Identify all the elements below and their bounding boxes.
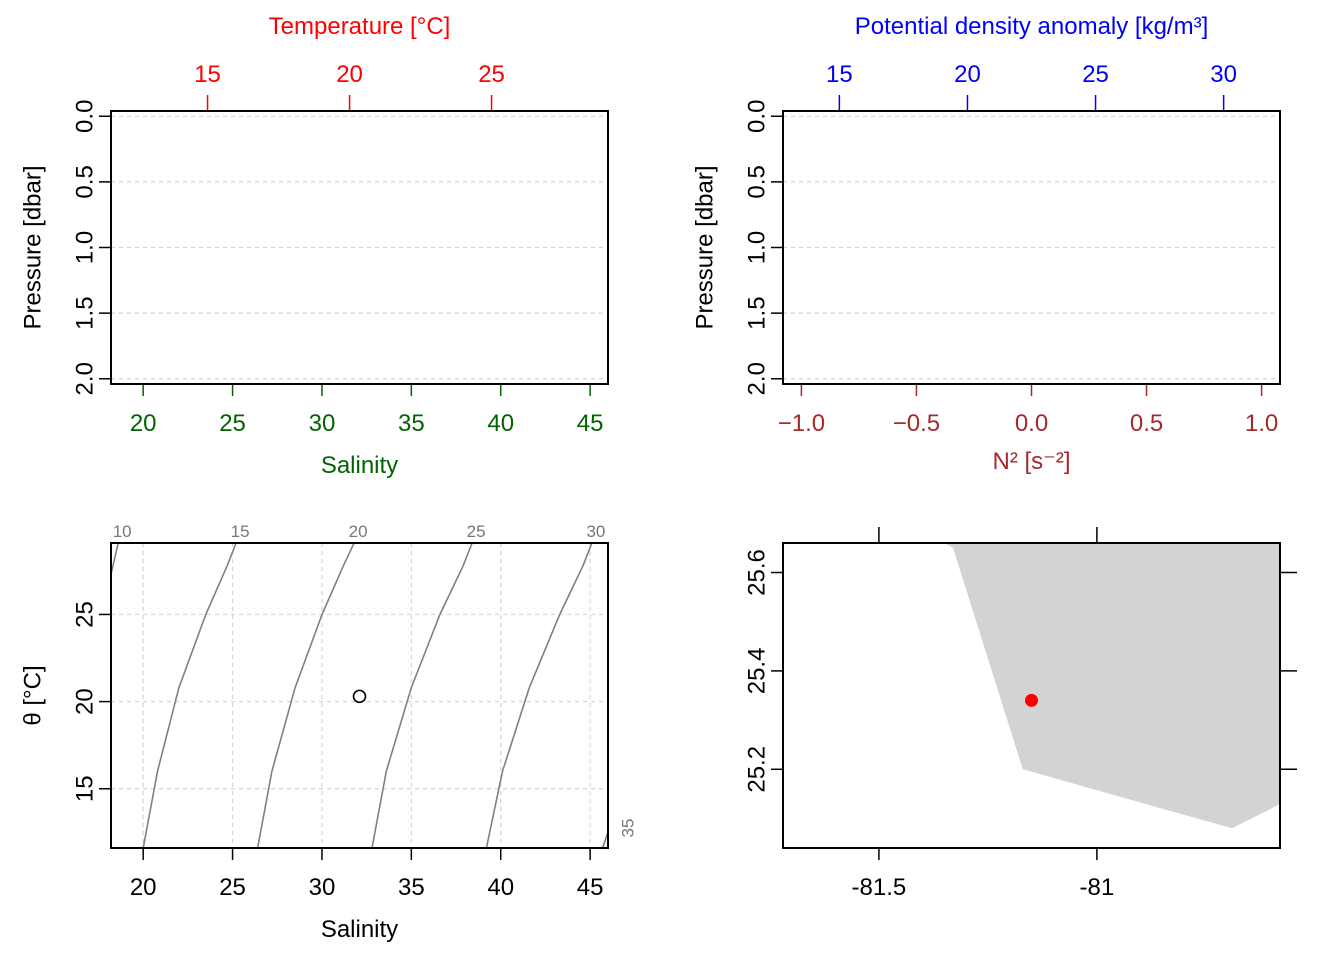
ts-x-title: Salinity	[321, 916, 398, 943]
panel1-temperature-title: Temperature [°C]	[269, 13, 451, 40]
ts-y-tick-label: 15	[72, 775, 99, 802]
panel2-density-tick-label: 30	[1210, 61, 1237, 88]
panel1-y-tick-label: 2.0	[72, 362, 99, 395]
panel2-y-tick-label: 1.5	[744, 296, 771, 329]
map-y-tick-label: 25.2	[744, 746, 771, 793]
panel2-y-title: Pressure [dbar]	[692, 165, 719, 329]
panel2-y-tick-label: 1.0	[744, 231, 771, 264]
panel1-y-tick-label: 0.5	[72, 165, 99, 198]
ts-x-tick-label: 30	[309, 874, 336, 901]
ts-isopycnal-label: 35	[619, 819, 638, 838]
ts-isopycnal-label: 30	[586, 522, 605, 541]
panel2-n2-title: N² [s⁻²]	[993, 448, 1071, 475]
panel2-y-tick-label: 0.0	[744, 100, 771, 133]
panel2-y-tick-label: 2.0	[744, 362, 771, 395]
panel1-salinity-tick-label: 20	[130, 410, 157, 437]
ts-x-tick-label: 20	[130, 874, 157, 901]
ts-isopycnal-label: 10	[113, 522, 132, 541]
panel1-temperature-tick-label: 15	[194, 61, 221, 88]
panel1-temperature-tick-label: 20	[336, 61, 363, 88]
ts-x-tick-label: 25	[219, 874, 246, 901]
panel2-n2-tick-label: −0.5	[893, 410, 940, 437]
panel2-n2-tick-label: 0.0	[1015, 410, 1048, 437]
panel2-density-tick-label: 15	[826, 61, 853, 88]
map-y-tick-label: 25.4	[744, 648, 771, 695]
panel1-y-tick-label: 0.0	[72, 100, 99, 133]
panel2-y-tick-label: 0.5	[744, 165, 771, 198]
ts-x-tick-label: 40	[487, 874, 514, 901]
ts-frame	[110, 542, 609, 849]
ts-y-title: θ [°C]	[20, 665, 47, 725]
panel2-frame	[782, 110, 1281, 385]
map-land-polygon	[944, 543, 1280, 829]
ts-isopycnal-line	[142, 543, 237, 848]
panel1-salinity-tick-label: 45	[577, 410, 604, 437]
panel1-y-tick-label: 1.5	[72, 296, 99, 329]
ts-x-tick-label: 45	[577, 874, 604, 901]
ts-isopycnal-line	[485, 543, 593, 848]
panel1-y-title: Pressure [dbar]	[20, 165, 47, 329]
ts-y-tick-label: 25	[72, 601, 99, 628]
panel1-salinity-tick-label: 40	[487, 410, 514, 437]
ts-isopycnal-label: 20	[349, 522, 368, 541]
panel1-salinity-tick-label: 25	[219, 410, 246, 437]
ts-isopycnal-label: 15	[231, 522, 250, 541]
ts-isopycnal-label: 25	[467, 522, 486, 541]
panel1-temperature-tick-label: 25	[478, 61, 505, 88]
ts-isopycnal-line	[371, 543, 473, 848]
ts-isopycnal-line	[111, 543, 119, 575]
map-x-tick-label: -81.5	[852, 874, 907, 901]
panel1-frame	[110, 110, 609, 385]
map-frame	[782, 542, 1281, 849]
ts-y-tick-label: 20	[72, 688, 99, 715]
panel1-salinity-tick-label: 35	[398, 410, 425, 437]
map-y-tick-label: 25.6	[744, 549, 771, 596]
panel1-salinity-tick-label: 30	[309, 410, 336, 437]
map-land-group	[944, 543, 1280, 829]
panel2-density-tick-label: 20	[954, 61, 981, 88]
panel2-n2-tick-label: 1.0	[1245, 410, 1278, 437]
ts-isopycnal-group	[111, 543, 608, 848]
ts-data-point	[352, 689, 367, 704]
panel1-y-tick-label: 1.0	[72, 231, 99, 264]
panel2-n2-tick-label: 0.5	[1130, 410, 1163, 437]
map-station-marker	[1025, 693, 1038, 707]
panel2-density-title: Potential density anomaly [kg/m³]	[855, 13, 1209, 40]
ts-x-tick-label: 35	[398, 874, 425, 901]
panel2-n2-tick-label: −1.0	[778, 410, 825, 437]
map-x-tick-label: -81	[1080, 874, 1115, 901]
ts-isopycnal-line	[256, 543, 355, 848]
panel1-salinity-title: Salinity	[321, 452, 398, 479]
panel2-density-tick-label: 25	[1082, 61, 1109, 88]
